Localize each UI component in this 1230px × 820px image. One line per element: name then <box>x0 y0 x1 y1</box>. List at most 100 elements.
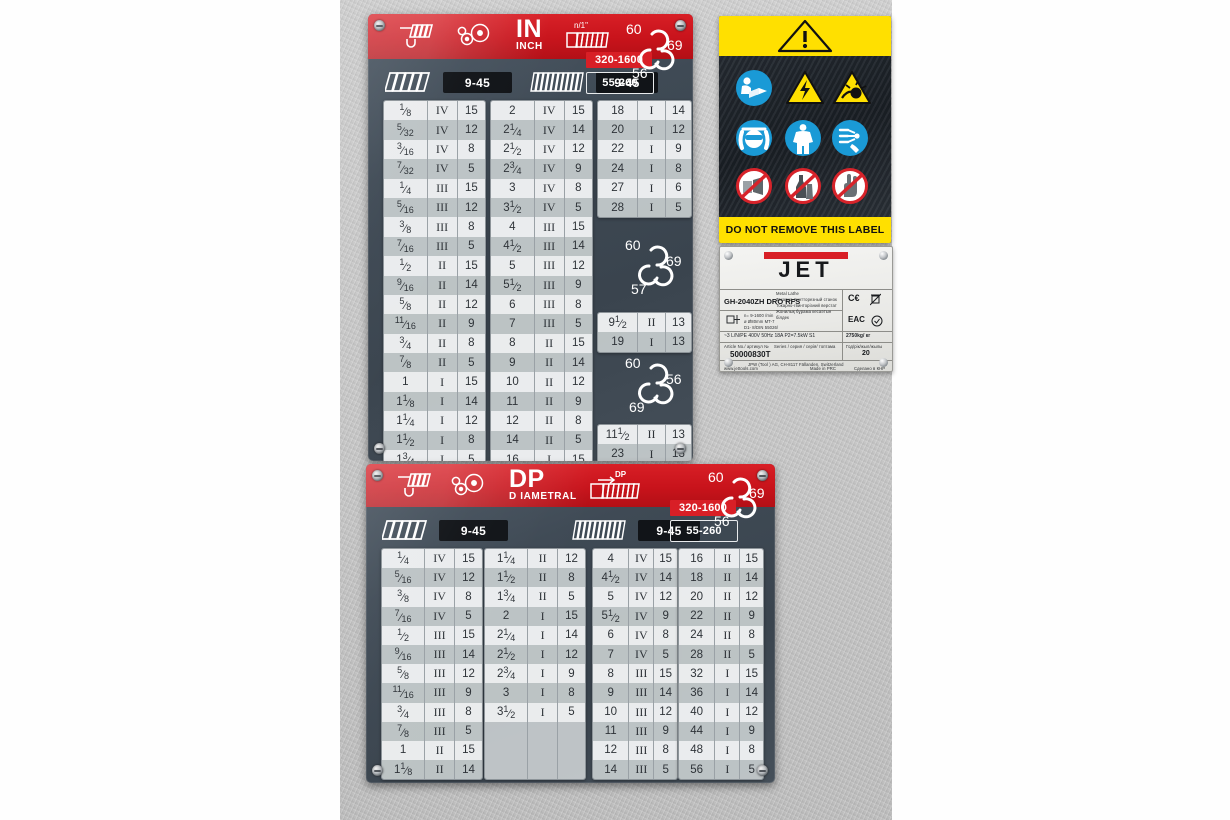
table-row: 10 II 12 <box>491 372 592 392</box>
table-cell: 3⁄4 <box>382 702 426 722</box>
table-cell: IV <box>629 625 655 645</box>
table-cell: 7⁄32 <box>384 159 428 179</box>
table-row: 4 1⁄2 IV 14 <box>593 568 677 588</box>
table-cell: 5 <box>557 702 585 722</box>
table-row: 2 1⁄2 IV 12 <box>491 139 592 160</box>
table-row: 7⁄32 IV 5 <box>384 159 485 179</box>
table-cell: II <box>425 740 455 761</box>
table-cell: II <box>425 760 455 780</box>
table-row <box>485 740 585 761</box>
table-cell <box>528 760 558 780</box>
table-cell: 15 <box>564 333 592 354</box>
table-cell: IV <box>534 178 565 198</box>
table-row: 16 II 15 <box>679 549 763 569</box>
table-row: 24 II 8 <box>679 625 763 645</box>
dp-table-group-d: 16 II 15 18 II 14 20 II 12 22 II 9 24 II 8 28 II 5 32 I 15 36… <box>678 548 764 781</box>
nameplate-product-line-3: Жонилық бұрама кесаәтын білдек <box>776 309 832 321</box>
table-cell: 9 1⁄2 <box>598 313 639 333</box>
nameplate-weight: 2750kg/ кг <box>846 333 871 339</box>
table-row: 18 I 14 <box>598 101 691 121</box>
table-cell: 6 <box>491 294 535 315</box>
table-cell: III <box>534 256 565 276</box>
table-cell: I <box>638 139 666 160</box>
table-cell <box>557 721 585 741</box>
table-cell: 5 <box>491 256 535 276</box>
table-cell: II <box>427 353 458 373</box>
table-row: 28 I 5 <box>598 197 691 218</box>
table-cell: II <box>427 275 458 295</box>
table-cell: 8 <box>740 625 763 645</box>
table-row: 9⁄16 II 14 <box>384 275 485 295</box>
table-cell: 5⁄8 <box>384 294 428 315</box>
table-row: 3⁄4 III 8 <box>382 702 482 722</box>
table-cell: 5 <box>457 159 485 179</box>
svg-text:n/1": n/1" <box>574 21 588 30</box>
table-cell: 1 1⁄2 <box>485 568 529 588</box>
table-cell: 5 <box>665 197 691 218</box>
table-cell: 13 <box>665 313 691 333</box>
table-cell: I <box>528 702 558 722</box>
dp-plate-subtitle: D IAMETRAL <box>509 491 577 502</box>
table-cell: I <box>528 683 558 703</box>
nameplate-spec-0: n= 9-1600 /min <box>744 313 774 318</box>
background-left-wall <box>0 0 340 820</box>
inch-feed-range-2: 9-45 <box>596 72 658 93</box>
table-cell: I <box>715 664 741 684</box>
table-cell: 11 1⁄2 <box>598 425 639 445</box>
table-cell: III <box>425 702 455 722</box>
table-cell: 3 1⁄2 <box>485 702 529 722</box>
table-row: 14 II 5 <box>491 430 592 451</box>
table-row: 5 1⁄2 IV 9 <box>593 606 677 626</box>
gear-train-diagram-dp: 60 69 56 <box>696 468 774 532</box>
table-cell: 14 <box>564 120 592 140</box>
table-cell: 3 1⁄2 <box>491 197 535 218</box>
table-cell: III <box>629 721 655 741</box>
wear-eye-ear-protection-icon <box>736 120 772 156</box>
table-cell: III <box>427 236 458 257</box>
table-cell: 12 <box>457 411 485 431</box>
table-row: 4 III 15 <box>491 217 592 237</box>
table-cell: I <box>528 644 558 665</box>
table-row: 1 3⁄4 II 5 <box>485 587 585 607</box>
table-cell: II <box>427 294 458 315</box>
table-cell: 9 <box>564 275 592 295</box>
table-cell: 7 <box>593 644 630 665</box>
table-row: 1 1⁄4 II 12 <box>485 549 585 569</box>
nameplate-year: 20 <box>862 350 870 357</box>
table-row: 1 I 15 <box>384 372 485 392</box>
table-cell: 8 <box>454 587 482 607</box>
table-cell: III <box>427 178 458 198</box>
table-cell: 11 <box>593 721 630 741</box>
table-row: 8 III 15 <box>593 664 677 684</box>
thread-pitch-icon <box>394 471 438 501</box>
table-cell: 7⁄16 <box>384 236 428 257</box>
table-row: 5 III 12 <box>491 256 592 276</box>
coarse-thread-icon <box>382 519 434 541</box>
table-cell: I <box>534 450 565 461</box>
table-cell: 44 <box>679 721 716 741</box>
table-cell: 2 1⁄2 <box>485 644 529 665</box>
fine-thread-icon <box>530 71 592 93</box>
table-cell: 2 3⁄4 <box>491 159 535 179</box>
table-cell: 28 <box>679 644 716 665</box>
table-cell: 15 <box>654 549 677 569</box>
table-cell: 7⁄8 <box>382 721 426 741</box>
table-row: 9 III 14 <box>593 683 677 703</box>
plate-screw-tr <box>675 20 686 31</box>
table-cell: 22 <box>598 139 639 160</box>
table-cell: 12 <box>457 120 485 140</box>
table-cell: IV <box>425 587 455 607</box>
table-cell: IV <box>534 159 565 179</box>
table-cell: 22 <box>679 606 716 626</box>
plate-screw-tl <box>372 470 383 481</box>
table-row: 9⁄16 III 14 <box>382 644 482 665</box>
table-cell: 20 <box>598 120 639 140</box>
table-row: 1⁄2 III 15 <box>382 625 482 645</box>
table-cell: 18 <box>679 568 716 588</box>
table-cell: I <box>528 606 558 626</box>
table-row: 22 II 9 <box>679 606 763 626</box>
nameplate-product-line-0: Metal Lathe <box>776 291 799 296</box>
table-cell: 14 <box>454 760 482 780</box>
table-cell: 9 <box>564 391 592 412</box>
table-cell: 9 <box>654 721 677 741</box>
